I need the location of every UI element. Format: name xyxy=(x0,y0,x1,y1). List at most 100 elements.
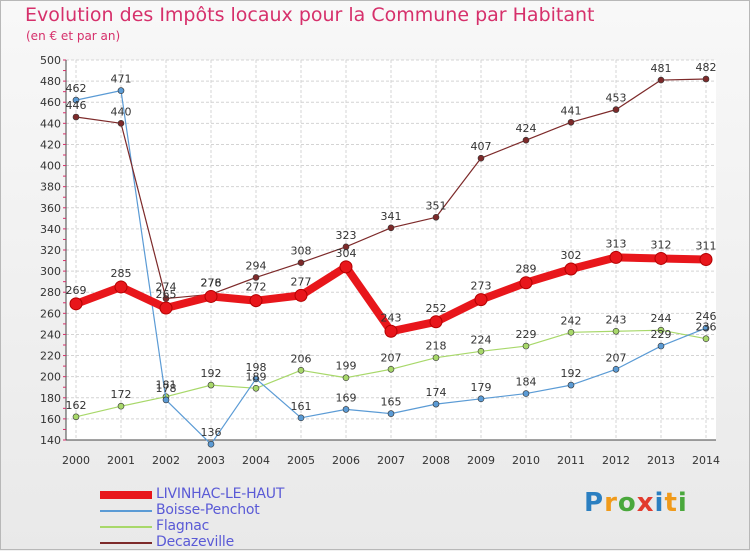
x-tick-label: 2009 xyxy=(467,454,495,467)
data-point xyxy=(294,288,308,302)
data-label: 278 xyxy=(201,276,222,289)
data-point xyxy=(72,413,80,421)
y-tick-label: 240 xyxy=(40,328,61,341)
data-label: 229 xyxy=(651,328,672,341)
chart-title: Evolution des Impôts locaux pour la Comm… xyxy=(25,4,595,26)
data-label: 302 xyxy=(561,249,582,262)
x-tick-label: 2008 xyxy=(422,454,450,467)
x-tick-label: 2014 xyxy=(692,454,720,467)
data-point xyxy=(117,402,125,410)
data-label: 294 xyxy=(246,259,267,272)
data-point xyxy=(657,76,665,84)
data-point xyxy=(432,213,440,221)
data-point xyxy=(387,224,395,232)
y-tick-label: 260 xyxy=(40,307,61,320)
data-point xyxy=(342,406,350,413)
y-tick-label: 140 xyxy=(40,434,61,447)
y-tick-label: 160 xyxy=(40,413,61,426)
data-point xyxy=(72,96,80,104)
data-label: 161 xyxy=(291,400,312,413)
data-point xyxy=(702,335,710,342)
y-tick-label: 300 xyxy=(40,265,61,278)
data-label: 276 xyxy=(201,276,222,289)
data-point xyxy=(429,315,443,329)
y-tick-label: 200 xyxy=(40,371,61,384)
y-tick-label: 280 xyxy=(40,286,61,299)
x-tick-label: 2006 xyxy=(332,454,360,467)
data-label: 272 xyxy=(246,281,267,294)
data-label: 169 xyxy=(336,391,357,404)
x-tick-label: 2013 xyxy=(647,454,675,467)
data-point xyxy=(609,250,623,264)
data-point xyxy=(567,118,575,126)
data-point xyxy=(522,342,530,350)
data-label: 181 xyxy=(156,379,177,392)
y-tick-label: 420 xyxy=(40,138,61,151)
data-point xyxy=(387,365,395,373)
data-point xyxy=(387,410,395,417)
data-point xyxy=(477,348,485,355)
data-label: 341 xyxy=(381,210,402,223)
x-tick-label: 2012 xyxy=(602,454,630,467)
data-label: 446 xyxy=(66,99,87,112)
data-point xyxy=(69,297,83,311)
y-tick-label: 320 xyxy=(40,244,61,257)
y-tick-label: 500 xyxy=(40,54,61,67)
data-label: 218 xyxy=(426,340,447,353)
y-tick-label: 340 xyxy=(40,223,61,236)
data-label: 207 xyxy=(381,351,402,364)
data-label: 178 xyxy=(156,382,177,395)
data-label: 481 xyxy=(651,62,672,75)
data-label: 206 xyxy=(291,352,312,365)
legend-swatch-decazeville xyxy=(100,542,152,544)
data-label: 441 xyxy=(561,104,582,117)
data-label: 207 xyxy=(606,351,627,364)
data-label: 198 xyxy=(246,361,267,374)
data-label: 311 xyxy=(696,240,717,253)
chart-subtitle: (en € et par an) xyxy=(26,29,121,43)
data-point xyxy=(204,289,218,303)
data-point xyxy=(612,106,620,113)
data-point xyxy=(207,440,215,448)
y-tick-label: 460 xyxy=(40,96,61,109)
y-tick-label: 480 xyxy=(40,75,61,88)
data-label: 407 xyxy=(471,140,492,153)
data-label: 224 xyxy=(471,333,492,346)
data-point xyxy=(612,327,620,335)
data-label: 313 xyxy=(606,237,627,250)
data-point xyxy=(474,293,488,307)
data-point xyxy=(252,384,260,392)
logo-letter: x xyxy=(636,488,655,518)
x-tick-label: 2000 xyxy=(62,454,90,467)
data-point xyxy=(252,375,260,383)
legend-label-livinhac: LIVINHAC-LE-HAUT xyxy=(156,486,285,502)
data-label: 244 xyxy=(651,312,672,325)
data-label: 308 xyxy=(291,245,312,258)
data-point xyxy=(432,400,440,408)
data-point xyxy=(384,324,398,338)
data-label: 184 xyxy=(516,376,537,389)
legend-label-flagnac: Flagnac xyxy=(156,518,210,534)
data-label: 482 xyxy=(696,61,717,74)
logo-letter: r xyxy=(604,488,618,518)
data-point xyxy=(477,154,485,162)
proxiti-logo: Proxiti xyxy=(584,488,688,518)
data-label: 285 xyxy=(111,267,132,280)
data-point xyxy=(654,251,668,265)
x-tick-label: 2001 xyxy=(107,454,135,467)
data-point xyxy=(702,324,710,332)
data-point xyxy=(72,113,80,121)
x-tick-label: 2004 xyxy=(242,454,270,467)
data-point xyxy=(159,301,173,315)
data-point xyxy=(117,87,125,94)
data-point xyxy=(702,75,710,83)
data-label: 162 xyxy=(66,399,87,412)
y-tick-label: 380 xyxy=(40,181,61,194)
legend-label-boisse: Boisse-Penchot xyxy=(156,502,260,518)
data-label: 172 xyxy=(111,388,132,401)
legend-swatch-flagnac xyxy=(100,526,152,528)
x-tick-label: 2011 xyxy=(557,454,585,467)
y-tick-label: 440 xyxy=(40,117,61,130)
data-label: 453 xyxy=(606,92,627,105)
